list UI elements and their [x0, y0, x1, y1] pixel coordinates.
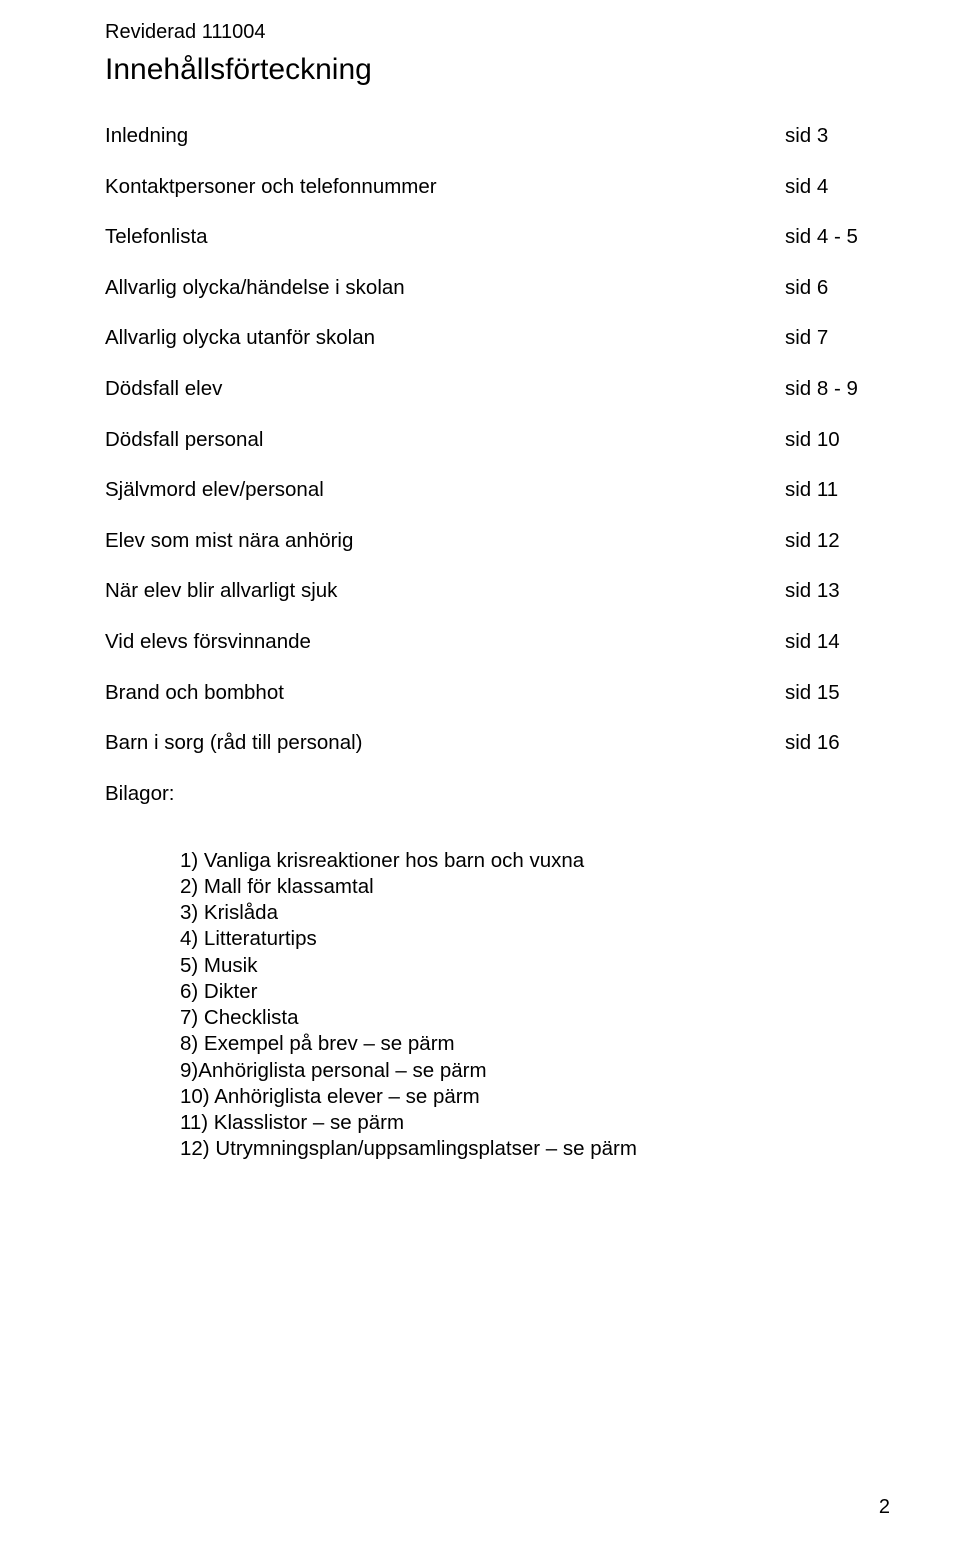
toc-row: Vid elevs försvinnande sid 14: [105, 630, 890, 655]
attachment-item: 12) Utrymningsplan/uppsamlingsplatser – …: [180, 1136, 890, 1162]
toc-page: sid 4 - 5: [785, 225, 890, 250]
toc-page: sid 6: [785, 276, 890, 301]
toc-row: När elev blir allvarligt sjuk sid 13: [105, 579, 890, 604]
attachment-item: 10) Anhöriglista elever – se pärm: [180, 1084, 890, 1110]
toc-row: Brand och bombhot sid 15: [105, 681, 890, 706]
toc-row: Självmord elev/personal sid 11: [105, 478, 890, 503]
attachment-item: 1) Vanliga krisreaktioner hos barn och v…: [180, 848, 890, 874]
attachment-item: 11) Klasslistor – se pärm: [180, 1110, 890, 1136]
toc-row: Inledning sid 3: [105, 124, 890, 149]
toc-label: När elev blir allvarligt sjuk: [105, 579, 337, 604]
attachment-item: 5) Musik: [180, 953, 890, 979]
toc-label: Allvarlig olycka/händelse i skolan: [105, 276, 405, 301]
toc-label: Dödsfall personal: [105, 428, 263, 453]
toc-label: Inledning: [105, 124, 188, 149]
revision-header: Reviderad 111004: [105, 20, 890, 44]
toc-label: Barn i sorg (råd till personal): [105, 731, 363, 756]
toc-label: Kontaktpersoner och telefonnummer: [105, 175, 437, 200]
toc-page: sid 16: [785, 731, 890, 756]
attachment-item: 2) Mall för klassamtal: [180, 874, 890, 900]
toc-page: sid 15: [785, 681, 890, 706]
toc-page: sid 7: [785, 326, 890, 351]
page: Reviderad 111004 Innehållsförteckning In…: [0, 0, 960, 1543]
toc-page: sid 3: [785, 124, 890, 149]
toc-row: Dödsfall elev sid 8 - 9: [105, 377, 890, 402]
toc-page: sid 4: [785, 175, 890, 200]
toc-row: Allvarlig olycka/händelse i skolan sid 6: [105, 276, 890, 301]
toc-label: Elev som mist nära anhörig: [105, 529, 353, 554]
toc-page: sid 11: [785, 478, 890, 503]
table-of-contents: Inledning sid 3 Kontaktpersoner och tele…: [105, 124, 890, 756]
attachment-item: 4) Litteraturtips: [180, 926, 890, 952]
toc-row: Telefonlista sid 4 - 5: [105, 225, 890, 250]
attachment-item: 9)Anhöriglista personal – se pärm: [180, 1058, 890, 1084]
toc-label: Telefonlista: [105, 225, 208, 250]
attachment-item: 8) Exempel på brev – se pärm: [180, 1031, 890, 1057]
toc-page: sid 8 - 9: [785, 377, 890, 402]
page-title: Innehållsförteckning: [105, 52, 890, 88]
toc-label: Allvarlig olycka utanför skolan: [105, 326, 375, 351]
toc-label: Brand och bombhot: [105, 681, 284, 706]
toc-row: Dödsfall personal sid 10: [105, 428, 890, 453]
attachment-item: 7) Checklista: [180, 1005, 890, 1031]
attachment-item: 3) Krislåda: [180, 900, 890, 926]
toc-row: Allvarlig olycka utanför skolan sid 7: [105, 326, 890, 351]
attachments-list: 1) Vanliga krisreaktioner hos barn och v…: [180, 848, 890, 1163]
attachment-item: 6) Dikter: [180, 979, 890, 1005]
toc-page: sid 14: [785, 630, 890, 655]
toc-page: sid 12: [785, 529, 890, 554]
toc-label: Vid elevs försvinnande: [105, 630, 311, 655]
attachments-heading: Bilagor:: [105, 782, 890, 806]
toc-row: Barn i sorg (råd till personal) sid 16: [105, 731, 890, 756]
toc-row: Elev som mist nära anhörig sid 12: [105, 529, 890, 554]
toc-page: sid 13: [785, 579, 890, 604]
toc-label: Dödsfall elev: [105, 377, 222, 402]
toc-row: Kontaktpersoner och telefonnummer sid 4: [105, 175, 890, 200]
page-number: 2: [879, 1496, 890, 1519]
toc-page: sid 10: [785, 428, 890, 453]
toc-label: Självmord elev/personal: [105, 478, 324, 503]
